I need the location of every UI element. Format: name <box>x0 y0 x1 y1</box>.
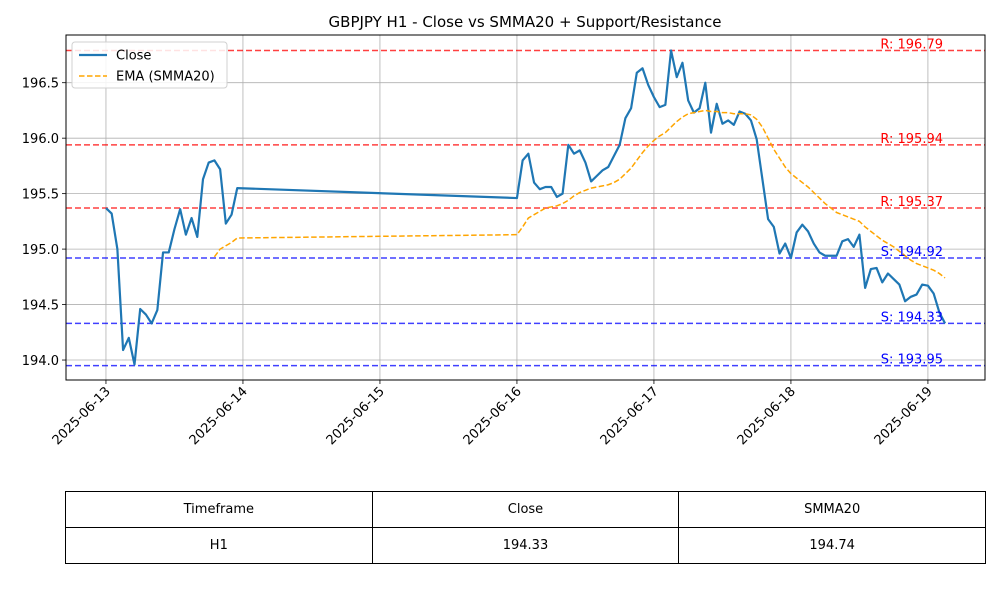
y-tick-label: 196.5 <box>22 77 59 92</box>
y-tick-label: 195.0 <box>22 243 59 258</box>
series <box>105 49 947 366</box>
summary-header-close: Close <box>371 491 680 528</box>
x-tick-label: 2025-06-19 <box>872 384 936 448</box>
summary-cell-smma20: 194.74 <box>678 527 986 564</box>
legend: Close EMA (SMMA20) <box>71 41 228 89</box>
summary-cell-close: 194.33 <box>371 527 680 564</box>
level-label: R: 195.94 <box>880 132 943 147</box>
legend-box <box>71 41 228 89</box>
level-labels: R: 196.79 R: 195.94 R: 195.37 S: 194.92 S: 1… <box>880 38 943 368</box>
legend-label: Close <box>116 49 151 64</box>
series-line-close <box>105 49 947 366</box>
summary-table: Timeframe Close SMMA20 H1 194.33 194.74 <box>65 491 986 564</box>
plot-frame <box>65 34 986 381</box>
series-line-smma20 <box>213 109 946 279</box>
x-tick-label: 2025-06-13 <box>50 384 114 448</box>
legend-label: EMA (SMMA20) <box>116 70 215 85</box>
x-tick-label: 2025-06-15 <box>324 384 388 448</box>
y-tick-label: 195.5 <box>22 188 59 203</box>
y-tick-label: 196.0 <box>22 132 59 147</box>
level-label: R: 195.37 <box>880 195 943 210</box>
y-tick-label: 194.5 <box>22 299 59 314</box>
x-tick-label: 2025-06-17 <box>598 384 662 448</box>
x-tick-label: 2025-06-16 <box>461 384 525 448</box>
support-resistance-levels <box>66 49 985 367</box>
chart-title: GBPJPY H1 - Close vs SMMA20 + Support/Re… <box>329 13 722 31</box>
axes: 2025-06-13 2025-06-14 2025-06-15 2025-06-16… <box>22 77 936 449</box>
summary-table-header-row: Timeframe Close SMMA20 <box>65 491 986 528</box>
summary-table-row: H1 194.33 194.74 <box>65 527 986 564</box>
y-tick-label: 194.0 <box>22 354 59 369</box>
x-tick-label: 2025-06-18 <box>735 384 799 448</box>
summary-cell-timeframe: H1 <box>65 527 373 564</box>
level-label: R: 196.79 <box>880 38 943 53</box>
level-label: S: 193.95 <box>881 353 943 368</box>
level-label: S: 194.92 <box>881 245 943 260</box>
x-tick-label: 2025-06-14 <box>187 384 251 448</box>
summary-header-smma20: SMMA20 <box>678 491 986 528</box>
level-label: S: 194.33 <box>881 310 943 325</box>
summary-header-timeframe: Timeframe <box>65 491 373 528</box>
line-chart: GBPJPY H1 - Close vs SMMA20 + Support/Re… <box>22 13 986 449</box>
